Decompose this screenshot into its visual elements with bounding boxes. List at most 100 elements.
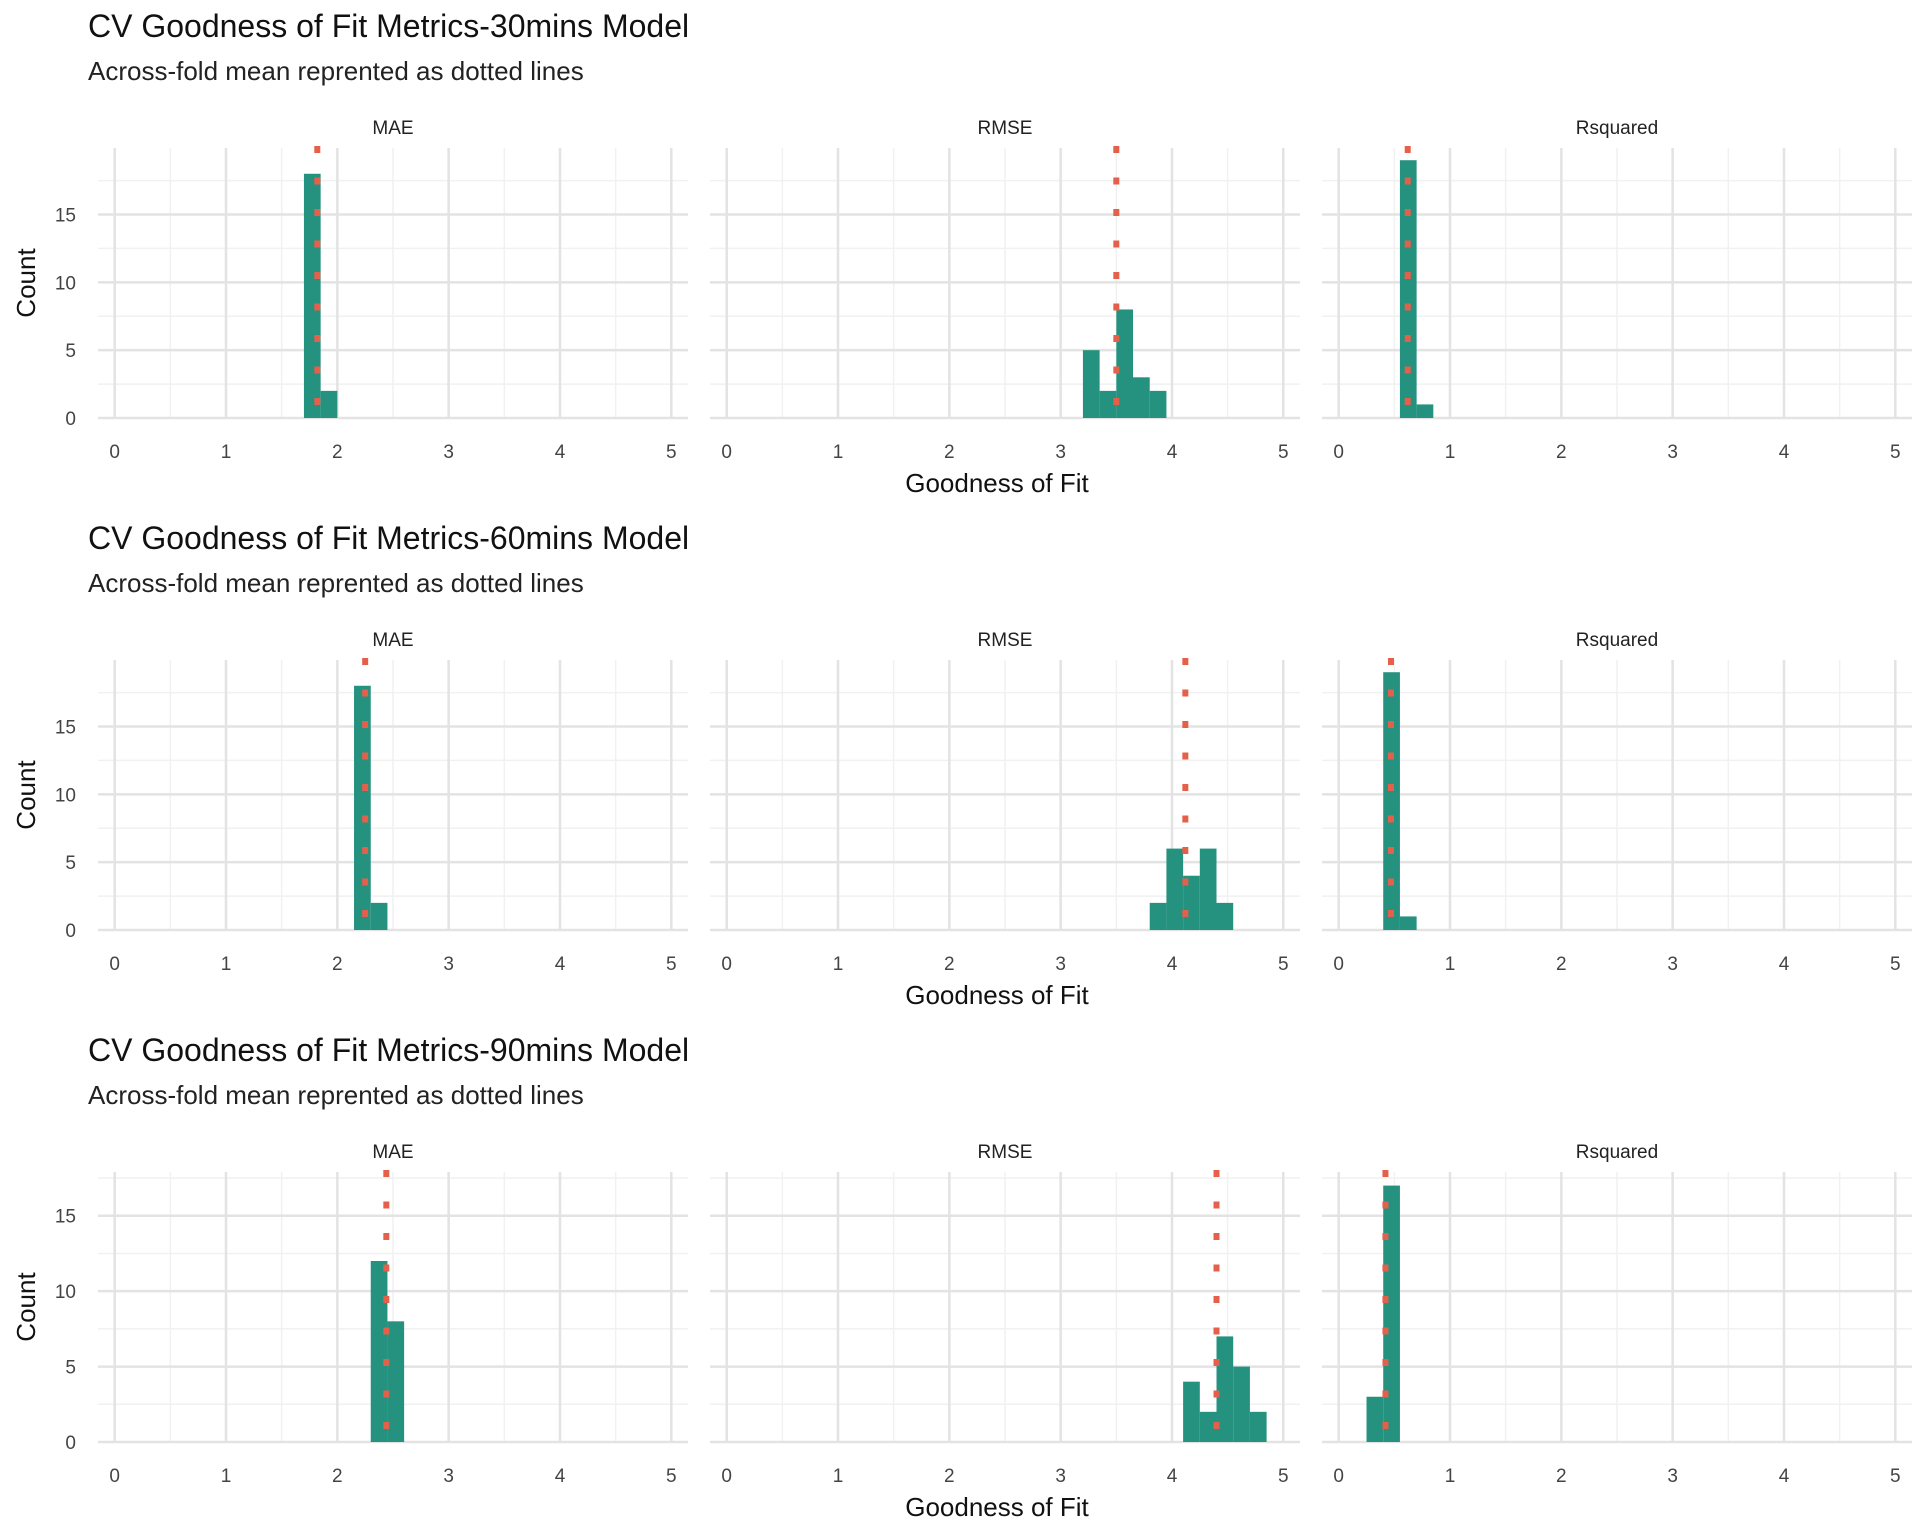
histogram-bar: [1082, 350, 1100, 418]
histogram-bar: [1199, 848, 1217, 930]
chart-title: CV Goodness of Fit Metrics-60mins Model: [88, 520, 690, 556]
x-tick-label: 0: [109, 954, 120, 975]
y-tick-label: 0: [65, 409, 76, 430]
chart-title: CV Goodness of Fit Metrics-90mins Model: [88, 1032, 690, 1068]
histogram-bar: [1416, 404, 1434, 418]
histogram-bar: [1183, 1381, 1200, 1442]
x-tick-label: 4: [1167, 442, 1178, 463]
x-tick-label: 4: [555, 442, 566, 463]
facet-plot: MAE 0 1 2 3 4 5 0 5 10 15 RMSE 0 1 2 3 4 5 Rsquared 0 1 2 3 4 5 C…: [11, 1142, 1912, 1522]
facet-strip-label: MAE: [372, 118, 413, 139]
y-tick-label: 10: [55, 1282, 76, 1303]
x-tick-label: 0: [1333, 442, 1344, 463]
facet-plot: MAE 0 1 2 3 4 5 0 5 10 15 RMSE 0 1 2 3 4 5 Rsquared 0 1 2 3 4 5 C…: [11, 118, 1912, 498]
histogram-bar: [1199, 1411, 1217, 1442]
histogram-bar: [1249, 1411, 1267, 1442]
x-tick-label: 5: [1278, 954, 1289, 975]
x-tick-label: 1: [221, 442, 232, 463]
x-tick-label: 4: [1779, 442, 1790, 463]
x-tick-label: 1: [1445, 1466, 1456, 1487]
y-tick-label: 0: [65, 1433, 76, 1454]
facet-panel-rsquared: Rsquared 0 1 2 3 4 5: [1322, 118, 1912, 463]
facet-panel-rmse: RMSE 0 1 2 3 4 5: [710, 630, 1300, 975]
x-tick-label: 2: [332, 442, 343, 463]
x-tick-label: 3: [1055, 1466, 1066, 1487]
facet-strip-label: Rsquared: [1576, 118, 1658, 139]
facet-panel-rsquared: Rsquared 0 1 2 3 4 5: [1322, 1142, 1912, 1487]
chart-subtitle: Across-fold mean reprented as dotted lin…: [88, 568, 584, 598]
y-axis-title: Count: [11, 1272, 41, 1342]
x-tick-label: 0: [721, 954, 732, 975]
histogram-bar: [1216, 902, 1234, 930]
histogram-bar: [1366, 1396, 1384, 1442]
x-tick-label: 0: [109, 1466, 120, 1487]
facet-panel-mae: MAE 0 1 2 3 4 5 0 5 10 15: [55, 118, 688, 463]
facet-strip-label: MAE: [372, 1142, 413, 1163]
x-tick-label: 2: [944, 954, 955, 975]
histogram-bar: [1166, 848, 1184, 930]
x-tick-label: 1: [221, 954, 232, 975]
x-tick-label: 3: [443, 954, 454, 975]
x-tick-label: 3: [1055, 442, 1066, 463]
x-tick-label: 5: [1890, 1466, 1901, 1487]
x-tick-label: 1: [833, 442, 844, 463]
facet-strip-label: RMSE: [978, 630, 1033, 651]
x-tick-label: 0: [721, 442, 732, 463]
y-tick-label: 5: [65, 1358, 76, 1379]
x-tick-label: 3: [1055, 954, 1066, 975]
y-axis-title: Count: [11, 760, 41, 830]
chart-title: CV Goodness of Fit Metrics-30mins Model: [88, 8, 690, 44]
x-axis-title: Goodness of Fit: [905, 1492, 1089, 1522]
x-tick-label: 2: [944, 1466, 955, 1487]
x-tick-label: 5: [1278, 1466, 1289, 1487]
x-tick-label: 5: [1278, 442, 1289, 463]
x-tick-label: 3: [1667, 1466, 1678, 1487]
x-tick-label: 3: [443, 1466, 454, 1487]
histogram-bar: [1399, 916, 1417, 930]
chart-row-1: CV Goodness of Fit Metrics-30mins Model A…: [0, 0, 1920, 512]
histogram-bar: [1399, 160, 1417, 418]
x-tick-label: 3: [1667, 954, 1678, 975]
histogram-bar: [1233, 1366, 1250, 1442]
facet-panel-rmse: RMSE 0 1 2 3 4 5: [710, 1142, 1300, 1487]
facet-strip-label: Rsquared: [1576, 1142, 1658, 1163]
histogram-bar: [387, 1321, 405, 1442]
x-tick-label: 4: [1779, 954, 1790, 975]
histogram-bar: [370, 902, 388, 930]
x-tick-label: 0: [109, 442, 120, 463]
y-tick-label: 15: [55, 1207, 76, 1228]
facet-plot: MAE 0 1 2 3 4 5 0 5 10 15 RMSE 0 1 2 3 4 5 Rsquared 0 1 2 3 4 5 C…: [11, 630, 1912, 1010]
chart-subtitle: Across-fold mean reprented as dotted lin…: [88, 56, 584, 86]
facet-strip-label: RMSE: [978, 1142, 1033, 1163]
x-tick-label: 5: [666, 442, 677, 463]
histogram-bar: [1383, 672, 1400, 930]
x-tick-label: 2: [332, 954, 343, 975]
x-tick-label: 0: [721, 1466, 732, 1487]
y-tick-label: 0: [65, 921, 76, 942]
histogram-bar: [320, 390, 338, 418]
y-tick-label: 10: [55, 273, 76, 294]
x-tick-label: 4: [1167, 954, 1178, 975]
histogram-bar: [354, 685, 371, 930]
x-tick-label: 2: [332, 1466, 343, 1487]
x-tick-label: 2: [1556, 1466, 1567, 1487]
x-tick-label: 0: [1333, 1466, 1344, 1487]
x-tick-label: 2: [944, 442, 955, 463]
y-tick-label: 10: [55, 785, 76, 806]
x-tick-label: 5: [1890, 442, 1901, 463]
facet-panel-mae: MAE 0 1 2 3 4 5 0 5 10 15: [55, 1142, 688, 1487]
facet-strip-label: RMSE: [978, 118, 1033, 139]
y-tick-label: 5: [65, 853, 76, 874]
y-tick-label: 15: [55, 717, 76, 738]
histogram-bar: [1133, 377, 1150, 418]
histogram-bar: [370, 1260, 388, 1442]
x-tick-label: 1: [1445, 442, 1456, 463]
histogram-bar: [1216, 1336, 1234, 1442]
x-tick-label: 2: [1556, 442, 1567, 463]
x-tick-label: 0: [1333, 954, 1344, 975]
x-tick-label: 2: [1556, 954, 1567, 975]
x-tick-label: 3: [1667, 442, 1678, 463]
facet-panel-mae: MAE 0 1 2 3 4 5 0 5 10 15: [55, 630, 688, 975]
chart-row-2: CV Goodness of Fit Metrics-60mins Model A…: [0, 512, 1920, 1024]
chart-row-3: CV Goodness of Fit Metrics-90mins Model A…: [0, 1024, 1920, 1536]
